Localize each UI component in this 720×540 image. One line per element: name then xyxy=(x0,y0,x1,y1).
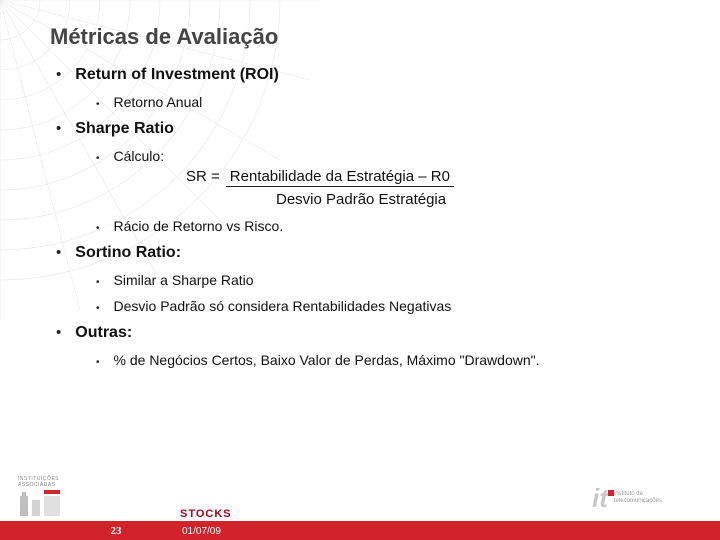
item-label: Sortino Ratio: xyxy=(75,244,181,262)
logo-text: it xyxy=(592,488,608,509)
subitem: • Rácio de Retorno vs Risco. xyxy=(96,218,680,234)
item-roi: • Return of Investment (ROI) • Retorno A… xyxy=(56,66,680,110)
bullet-icon: • xyxy=(96,223,100,234)
bullet-icon: • xyxy=(96,277,100,288)
subitem: • Similar a Sharpe Ratio xyxy=(96,272,680,288)
item-label: Return of Investment (ROI) xyxy=(75,66,279,84)
bullet-icon: • xyxy=(56,67,61,82)
subitem: • Desvio Padrão só considera Rentabilida… xyxy=(96,298,680,314)
item-label: Sharpe Ratio xyxy=(75,120,174,138)
subitem-calculo: • Cálculo: SR = Rentabilidade da Estraté… xyxy=(96,148,680,208)
subitem-label: Rácio de Retorno vs Risco. xyxy=(114,218,284,234)
bullet-icon: • xyxy=(56,121,61,136)
bullet-list: • Return of Investment (ROI) • Retorno A… xyxy=(50,66,680,368)
sharpe-formula: SR = Rentabilidade da Estratégia – R0 De… xyxy=(186,168,680,208)
formula-denominator: Desvio Padrão Estratégia xyxy=(276,191,680,208)
subitem-label: Similar a Sharpe Ratio xyxy=(114,272,254,288)
logo-sub2: telecomunicações xyxy=(614,498,662,505)
item-sharpe: • Sharpe Ratio • Cálculo: SR = Rentabili… xyxy=(56,120,680,234)
subitem-label: Desvio Padrão só considera Rentabilidade… xyxy=(114,298,452,314)
subitem-label: Cálculo: xyxy=(114,148,165,164)
subitem-label: Retorno Anual xyxy=(114,94,203,110)
item-outras: • Outras: • % de Negócios Certos, Baixo … xyxy=(56,324,680,368)
formula-numerator: Rentabilidade da Estratégia – R0 xyxy=(226,168,454,187)
item-label: Outras: xyxy=(75,324,132,342)
bullet-icon: • xyxy=(96,99,100,110)
stocks-label: STOCKS xyxy=(180,508,232,520)
page-number: 23 xyxy=(96,521,136,540)
logo-caption: INSTITUIÇÕES ASSOCIADAS xyxy=(18,476,78,488)
bullet-icon: • xyxy=(56,325,61,340)
slide-title: Métricas de Avaliação xyxy=(50,24,680,50)
logo-sub1: instituto de xyxy=(614,491,662,498)
formula-prefix: SR = xyxy=(186,168,220,185)
left-affiliate-logo: INSTITUIÇÕES ASSOCIADAS xyxy=(18,476,78,518)
subitem: • % de Negócios Certos, Baixo Valor de P… xyxy=(96,352,680,368)
subitem-label: % de Negócios Certos, Baixo Valor de Per… xyxy=(114,352,540,368)
footer-date: 01/07/09 xyxy=(182,526,221,537)
bullet-icon: • xyxy=(56,245,61,260)
bullet-icon: • xyxy=(96,357,100,368)
right-institute-logo: it instituto de telecomunicações xyxy=(592,478,702,518)
subitem: • Retorno Anual xyxy=(96,94,680,110)
item-sortino: • Sortino Ratio: • Similar a Sharpe Rati… xyxy=(56,244,680,314)
bullet-icon: • xyxy=(96,153,100,164)
bullet-icon: • xyxy=(96,303,100,314)
